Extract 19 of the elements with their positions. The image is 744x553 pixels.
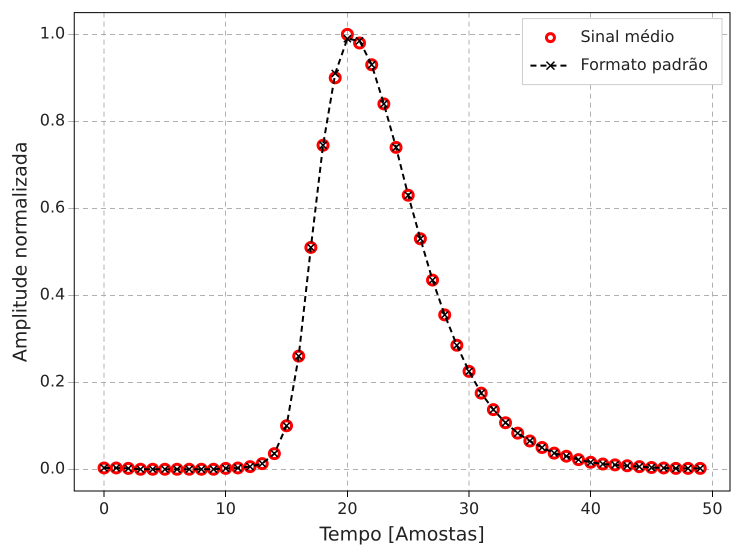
y-tick-label: 1.0 xyxy=(40,24,66,42)
x-tick-label: 30 xyxy=(458,498,480,518)
y-tick-label: 0.6 xyxy=(40,197,66,216)
x-tick-label: 40 xyxy=(580,498,601,518)
y-tick-label: 0.2 xyxy=(40,371,66,390)
x-tick-label: 20 xyxy=(337,498,358,518)
point xyxy=(523,434,536,448)
y-tick-label: 0.4 xyxy=(40,284,66,304)
point xyxy=(170,462,184,476)
x-tick-label: 50 xyxy=(702,498,723,518)
x-tick-label: 10 xyxy=(216,498,236,518)
y-tick-label: 0.8 xyxy=(40,110,66,130)
y-axis-title: Amplitude normalizada xyxy=(9,142,32,362)
legend-label: Formato padrão xyxy=(580,54,708,74)
point xyxy=(110,461,123,474)
y-tick-label: 0.0 xyxy=(40,458,66,478)
legend-label: Sinal médio xyxy=(580,26,674,46)
x-tick-label: 0 xyxy=(98,498,110,518)
x-axis-title: Tempo [Amostas] xyxy=(318,524,485,546)
